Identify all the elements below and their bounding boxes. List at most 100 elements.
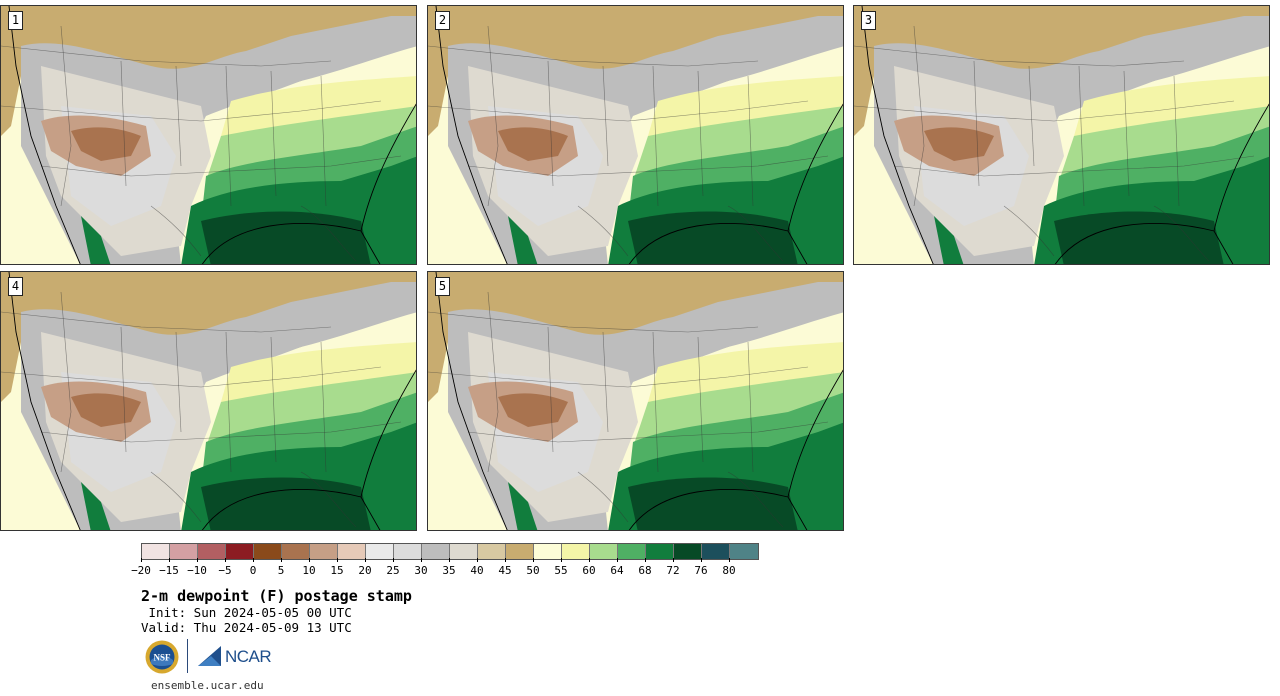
- colorbar-swatch: [674, 544, 702, 559]
- state-border: [893, 155, 1255, 177]
- colorbar-tick-mark: [645, 558, 646, 562]
- colorbar-tick-label: 5: [277, 564, 285, 577]
- colorbar-swatch: [506, 544, 534, 559]
- colorbar-swatch: [562, 544, 590, 559]
- state-border: [150, 471, 202, 523]
- state-border: [1, 366, 382, 388]
- map-image: [854, 6, 1269, 264]
- coastline: [8, 272, 416, 530]
- colorbar-swatch: [422, 544, 450, 559]
- colorbar-tick-label: −15: [159, 564, 179, 577]
- map-image: [428, 6, 843, 264]
- colorbar-tick-mark: [421, 558, 422, 562]
- colorbar-swatch: [478, 544, 506, 559]
- colorbar-tick-mark: [533, 558, 534, 562]
- state-border: [727, 205, 784, 262]
- state-border: [652, 65, 659, 207]
- colorbar-tick-mark: [673, 558, 674, 562]
- colorbar-swatch: [730, 544, 758, 559]
- state-border: [320, 75, 327, 207]
- state-border: [577, 205, 629, 257]
- state-border: [602, 65, 609, 167]
- state-border: [547, 60, 554, 187]
- state-border: [1078, 65, 1085, 207]
- colorbar-tick-mark: [729, 558, 730, 562]
- colorbar-swatch: [226, 544, 254, 559]
- dewpoint-region: [498, 393, 568, 427]
- state-border: [467, 155, 829, 177]
- state-border: [270, 70, 277, 197]
- colorbar-tick-label: 45: [498, 564, 512, 577]
- dewpoint-region: [924, 127, 994, 161]
- state-border: [60, 291, 72, 473]
- panel-number: 2: [435, 11, 450, 30]
- init-time: Init: Sun 2024-05-05 00 UTC: [141, 605, 352, 620]
- state-border: [487, 291, 499, 473]
- colorbar-swatch: [170, 544, 198, 559]
- colorbar-tick-mark: [169, 558, 170, 562]
- map-panel-4: 4: [0, 271, 417, 531]
- panel-number: 3: [861, 11, 876, 30]
- dewpoint-region: [628, 477, 798, 530]
- colorbar-tick-mark: [225, 558, 226, 562]
- state-border: [225, 65, 232, 207]
- colorbar-swatch: [338, 544, 366, 559]
- colorbar-swatch: [254, 544, 282, 559]
- state-border: [652, 331, 659, 473]
- state-border: [487, 25, 499, 207]
- coastline: [435, 6, 843, 264]
- state-border: [747, 341, 754, 473]
- panel-number: 4: [8, 277, 23, 296]
- ncar-logo-text: NCAR: [225, 647, 272, 666]
- colorbar-swatch: [618, 544, 646, 559]
- colorbar-tick-mark: [141, 558, 142, 562]
- colorbar-tick-mark: [253, 558, 254, 562]
- site-url: ensemble.ucar.edu: [151, 679, 264, 692]
- dewpoint-region: [81, 216, 111, 264]
- colorbar-tick-label: 30: [414, 564, 428, 577]
- state-border: [1, 45, 332, 67]
- colorbar-tick-label: −20: [131, 564, 151, 577]
- colorbar-tick-label: 60: [582, 564, 596, 577]
- state-border: [60, 25, 72, 207]
- state-border: [727, 471, 784, 528]
- state-border: [428, 100, 809, 122]
- state-border: [175, 65, 182, 167]
- colorbar-tick-mark: [365, 558, 366, 562]
- state-border: [270, 336, 277, 463]
- colorbar-tick-mark: [197, 558, 198, 562]
- colorbar-tick-mark: [617, 558, 618, 562]
- colorbar-swatch: [534, 544, 562, 559]
- colorbar-swatch: [590, 544, 618, 559]
- colorbar-tick-label: 20: [358, 564, 372, 577]
- state-border: [40, 155, 402, 177]
- state-border: [747, 75, 754, 207]
- state-border: [40, 421, 402, 443]
- colorbar: [141, 543, 759, 560]
- colorbar-tick-label: −5: [218, 564, 232, 577]
- state-border: [300, 471, 357, 528]
- state-border: [150, 205, 202, 257]
- state-border: [120, 60, 127, 187]
- state-border: [1, 100, 382, 122]
- state-border: [175, 331, 182, 433]
- colorbar-tick-mark: [337, 558, 338, 562]
- colorbar-tick-label: 64: [610, 564, 624, 577]
- colorbar-swatch: [142, 544, 170, 559]
- colorbar-tick-label: 0: [249, 564, 257, 577]
- state-border: [913, 25, 925, 207]
- dewpoint-region: [1054, 211, 1224, 264]
- state-border: [1028, 65, 1035, 167]
- nsf-logo-icon: NSF: [145, 640, 179, 674]
- state-border: [697, 336, 704, 463]
- state-border: [973, 60, 980, 187]
- panel-number: 1: [8, 11, 23, 30]
- colorbar-tick-label: 72: [666, 564, 680, 577]
- dewpoint-region: [508, 216, 538, 264]
- colorbar-tick-label: 15: [330, 564, 344, 577]
- map-panel-5: 5: [427, 271, 844, 531]
- colorbar-swatch: [450, 544, 478, 559]
- dewpoint-region: [201, 477, 371, 530]
- map-image: [1, 272, 416, 530]
- colorbar-tick-label: −10: [187, 564, 207, 577]
